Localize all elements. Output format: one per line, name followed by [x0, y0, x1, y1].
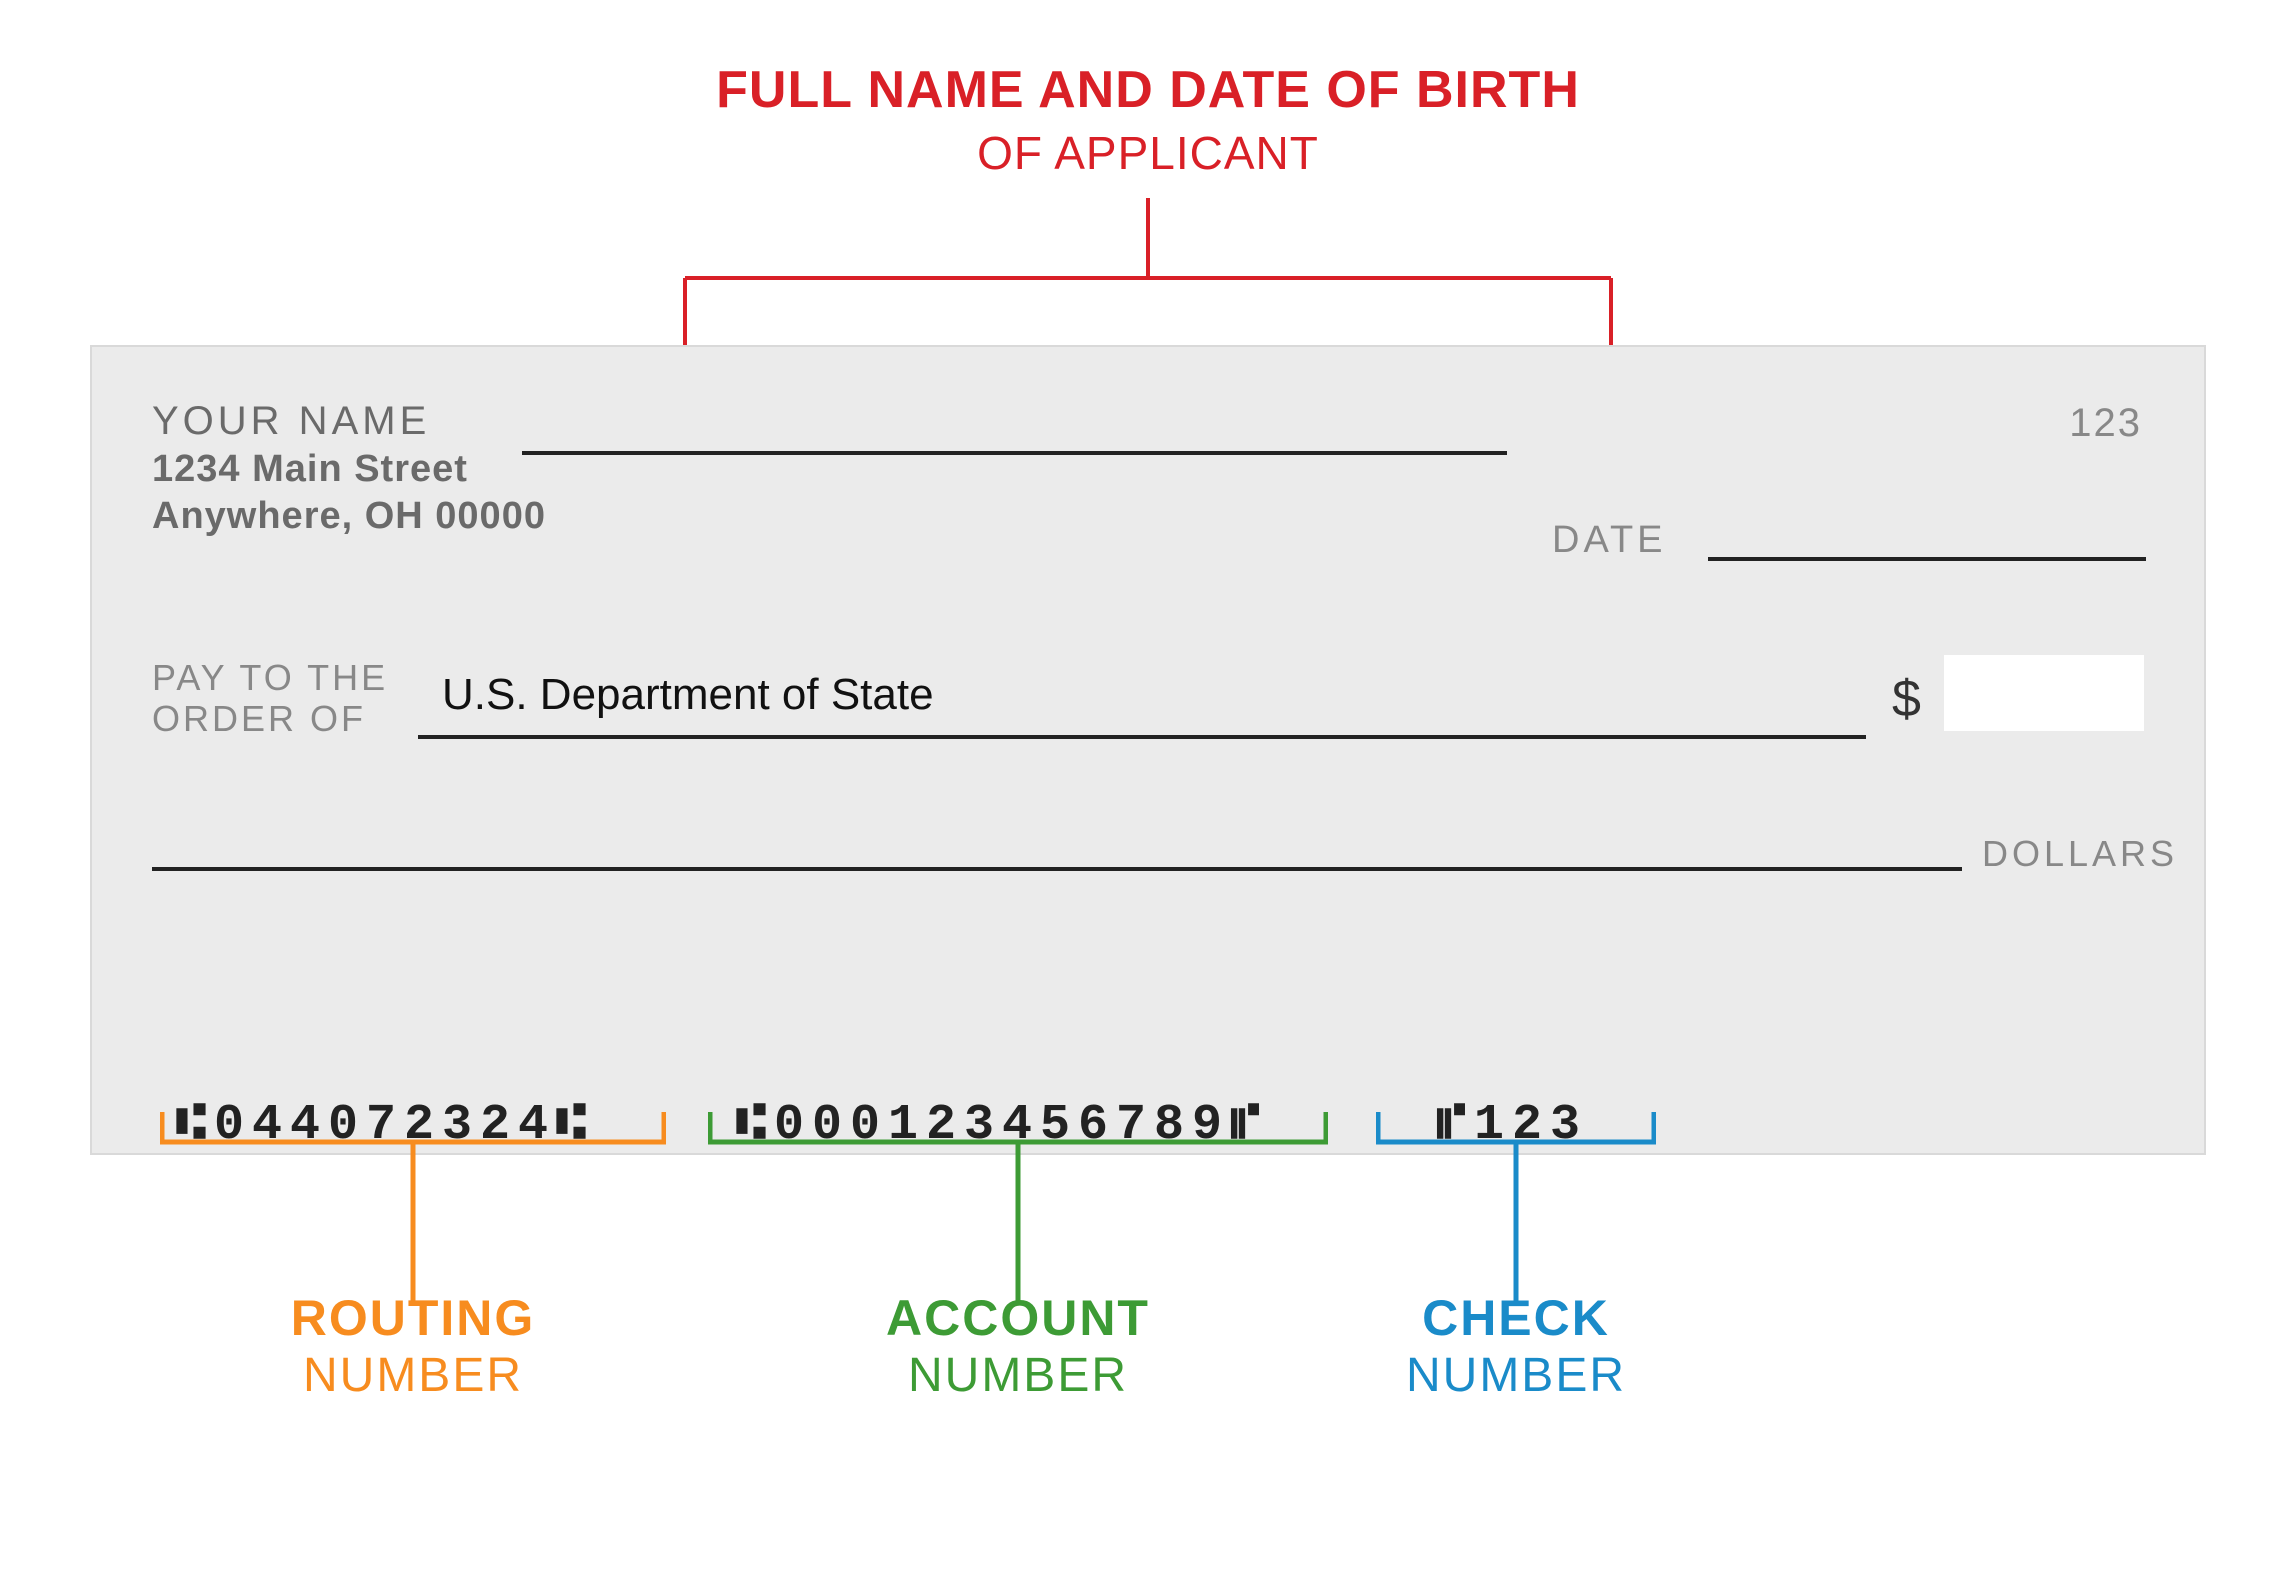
top-callout: FULL NAME AND DATE OF BIRTH OF APPLICANT: [0, 60, 2296, 180]
check-bracket: [1376, 1112, 1656, 1302]
routing-callout-bold: ROUTING: [160, 1290, 666, 1348]
account-callout-bold: ACCOUNT: [708, 1290, 1328, 1348]
pay-to-label-line2: ORDER OF: [152, 698, 366, 739]
account-callout: ACCOUNTNUMBER: [708, 1290, 1328, 1403]
amount-box: [1944, 655, 2144, 731]
dollars-underline: [152, 867, 1962, 871]
check-callout-bold: CHECK: [1296, 1290, 1736, 1348]
routing-callout: ROUTINGNUMBER: [160, 1290, 666, 1403]
date-underline: [1708, 557, 2146, 561]
pay-to-underline: [418, 735, 1866, 739]
check-number-top: 123: [2069, 401, 2142, 446]
dollars-label: DOLLARS: [1982, 833, 2178, 875]
account-callout-light: NUMBER: [708, 1348, 1328, 1403]
applicant-name-line: [522, 451, 1507, 455]
routing-bracket: [160, 1112, 666, 1302]
date-label: DATE: [1552, 519, 1667, 562]
payer-address-line1: 1234 Main Street: [152, 448, 546, 491]
check-body: YOUR NAME 1234 Main Street Anywhere, OH …: [90, 345, 2206, 1155]
payer-name: YOUR NAME: [152, 399, 546, 444]
check-callout: CHECKNUMBER: [1296, 1290, 1736, 1403]
pay-to-label: PAY TO THE ORDER OF: [152, 657, 388, 740]
top-callout-line2: OF APPLICANT: [0, 126, 2296, 180]
routing-callout-light: NUMBER: [160, 1348, 666, 1403]
payer-address-line2: Anywhere, OH 00000: [152, 495, 546, 538]
top-callout-line1: FULL NAME AND DATE OF BIRTH: [0, 60, 2296, 120]
check-callout-light: NUMBER: [1296, 1348, 1736, 1403]
dollar-sign: $: [1892, 669, 1921, 729]
top-bracket: [683, 198, 1613, 353]
pay-to-label-line1: PAY TO THE: [152, 657, 388, 698]
pay-to-value: U.S. Department of State: [442, 670, 934, 720]
check-diagram: FULL NAME AND DATE OF BIRTH OF APPLICANT…: [0, 0, 2296, 1592]
payer-block: YOUR NAME 1234 Main Street Anywhere, OH …: [152, 399, 546, 538]
account-bracket: [708, 1112, 1328, 1302]
